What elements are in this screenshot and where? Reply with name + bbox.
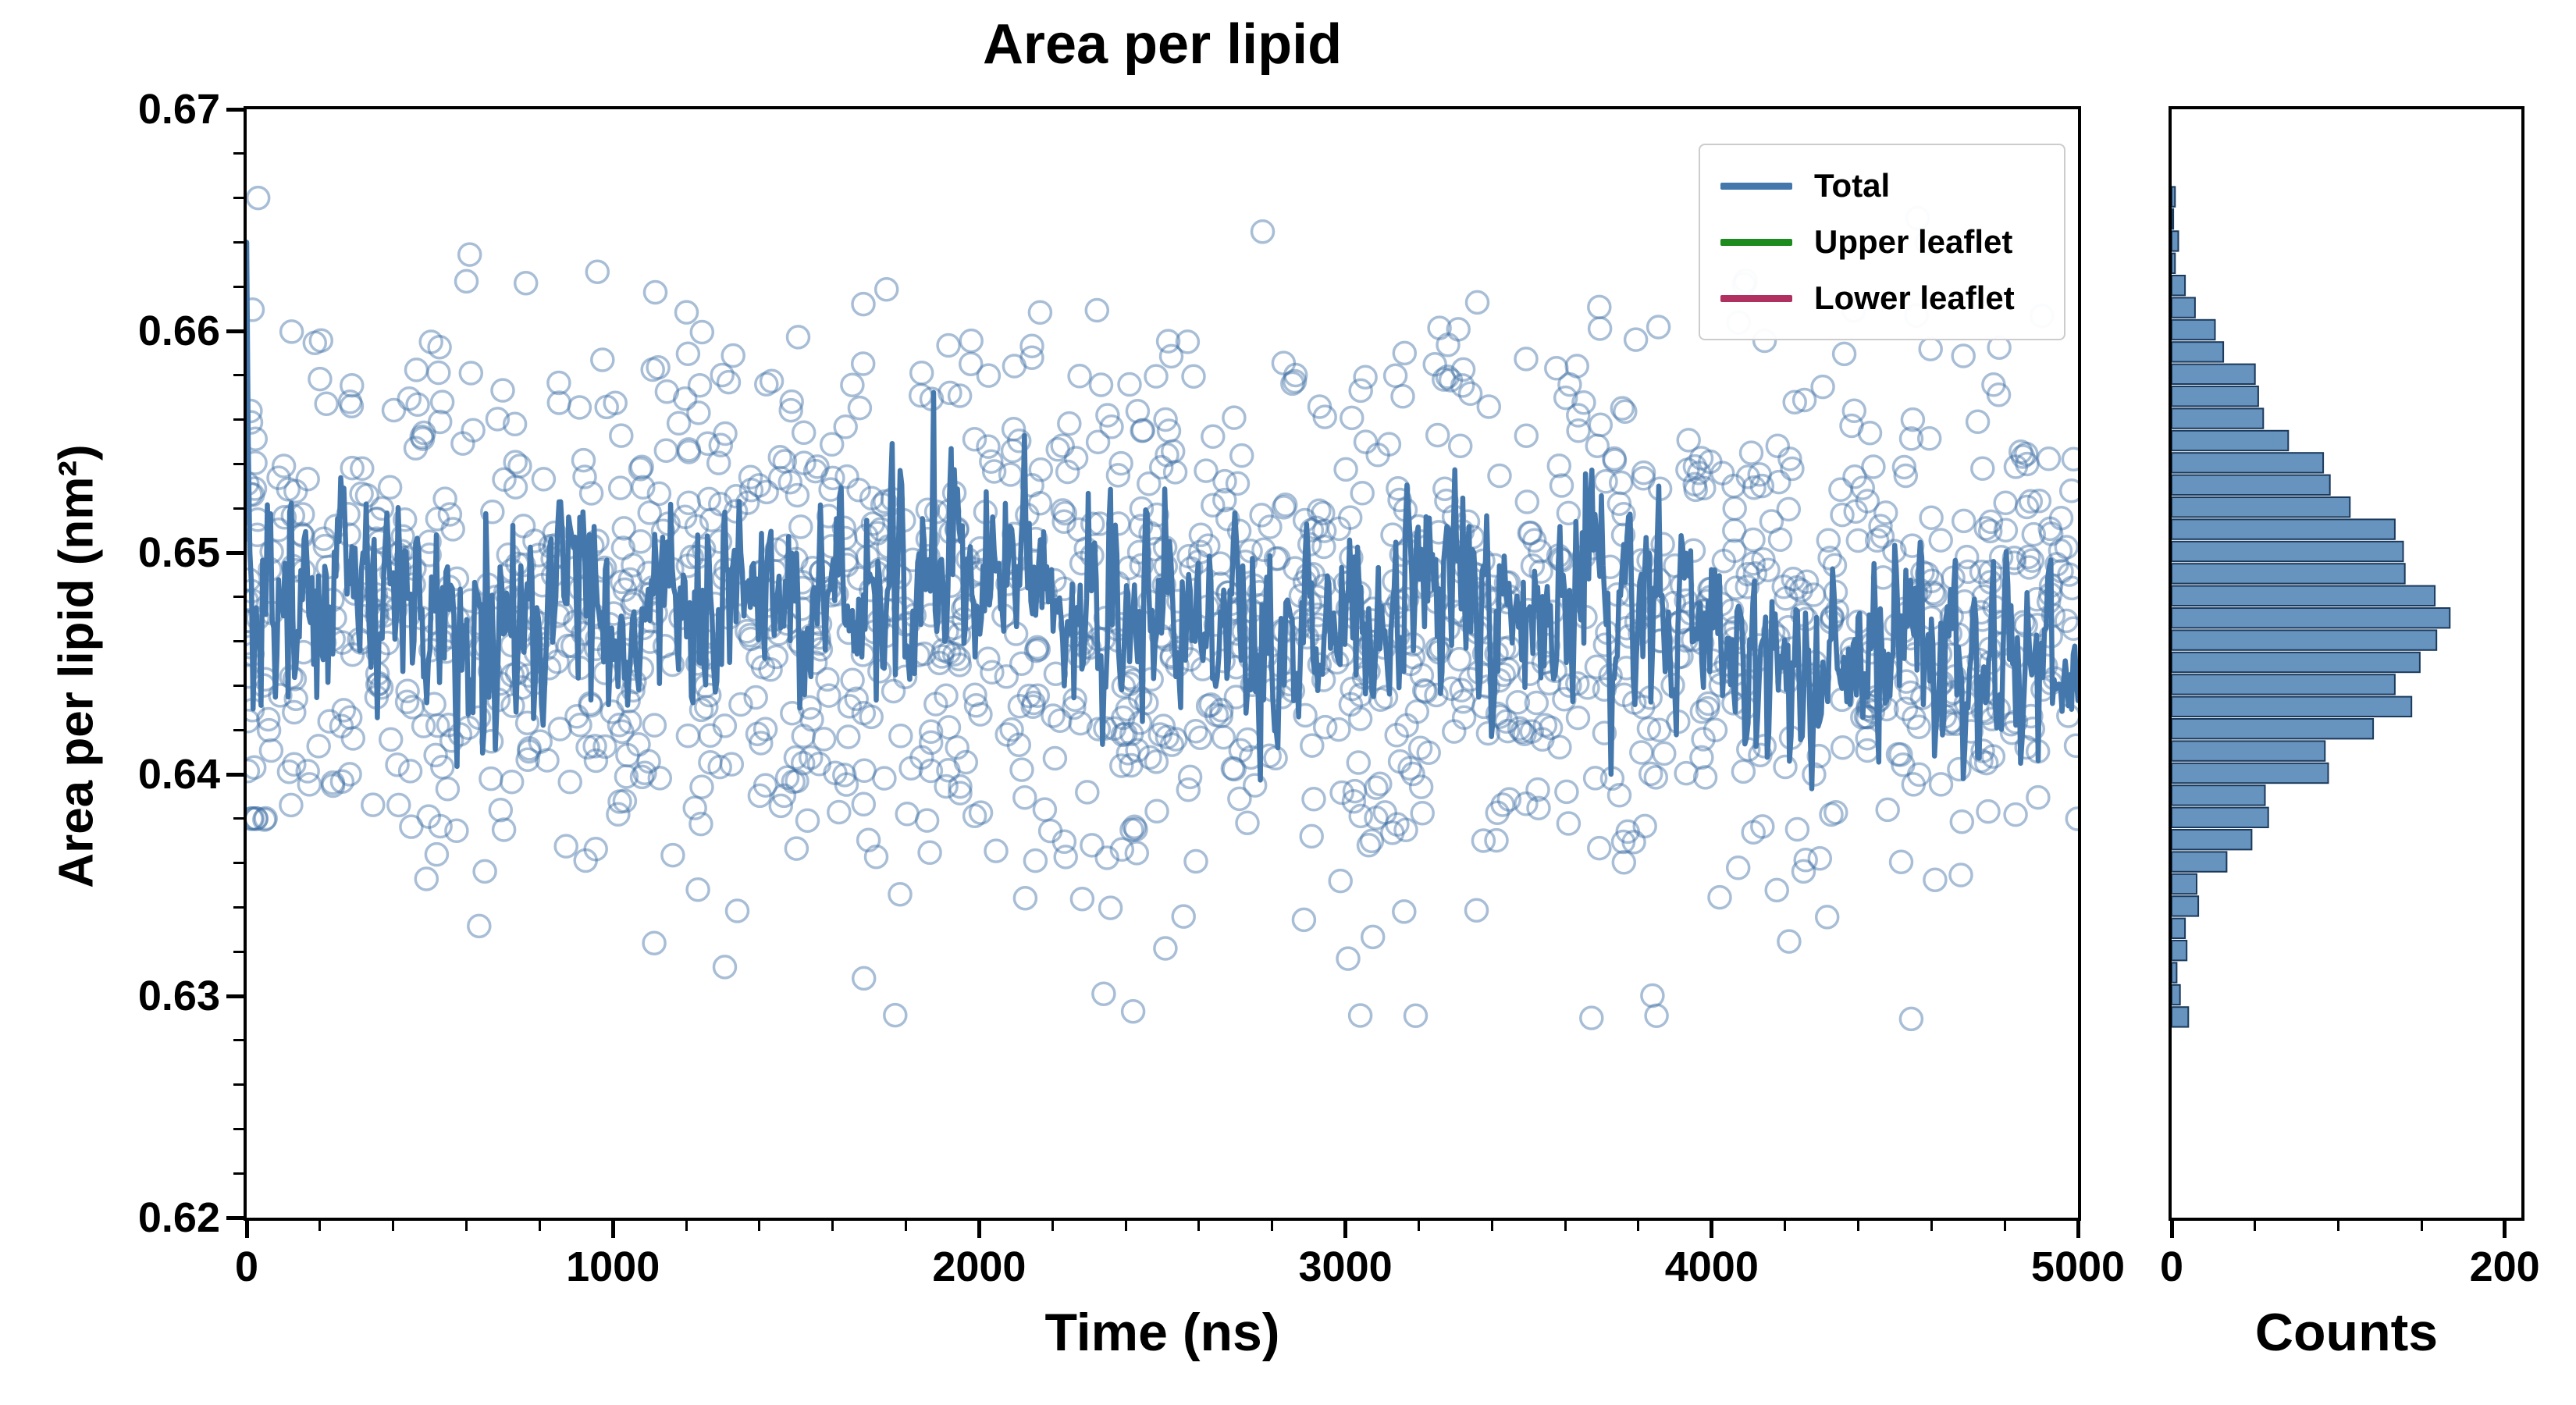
tick-mark [392,1221,395,1231]
tick-label: 200 [2469,1243,2540,1290]
tick-label: 0.62 [137,1194,220,1241]
tick-mark [226,329,244,333]
tick-mark [233,507,244,510]
legend-label-lower-leaflet: Lower leaflet [1814,279,2015,316]
tick-mark [2420,1221,2423,1231]
tick-mark [1271,1221,1274,1231]
tick-mark [233,240,244,244]
tick-label: 0 [2159,1243,2184,1290]
tick-mark [2254,1221,2257,1231]
legend-item-upper-leaflet: Upper leaflet [1720,214,2044,270]
tick-mark [1930,1221,1933,1231]
tick-label: 0.63 [137,973,220,1019]
tick-mark [233,640,244,643]
tick-mark [610,1221,615,1238]
tick-mark [318,1221,322,1231]
tick-mark [1490,1221,1493,1231]
legend-line-lower-leaflet [1720,294,1792,302]
legend-item-total: Total [1720,158,2044,214]
tick-mark [2003,1221,2006,1231]
y-axis-label: Area per lipid (nm²) [49,444,104,888]
tick-mark [233,817,244,820]
tick-mark [226,1215,244,1220]
tick-mark [233,1127,244,1130]
tick-mark [2076,1221,2080,1238]
tick-label: 0.65 [137,529,220,576]
chart-title: Area per lipid [982,13,1343,76]
tick-mark [465,1221,468,1231]
histogram-canvas [2172,109,2521,1218]
tick-mark [233,862,244,865]
tick-mark [2336,1221,2339,1231]
tick-mark [233,1083,244,1087]
tick-mark [1710,1221,1714,1238]
legend: Total Upper leaflet Lower leaflet [1699,144,2065,340]
tick-mark [1637,1221,1640,1231]
tick-mark [1856,1221,1859,1231]
tick-mark [233,152,244,155]
x-axis-label: Time (ns) [1044,1303,1280,1362]
tick-mark [233,905,244,909]
tick-mark [1564,1221,1567,1231]
tick-label: 3000 [1298,1243,1393,1290]
tick-mark [233,596,244,599]
tick-mark [233,374,244,377]
tick-mark [1784,1221,1787,1231]
tick-mark [1417,1221,1420,1231]
tick-mark [244,1221,249,1238]
tick-mark [1343,1221,1348,1238]
tick-mark [233,285,244,288]
tick-mark [905,1221,908,1231]
legend-line-upper-leaflet [1720,238,1792,246]
scatter-line-canvas [247,109,2078,1218]
tick-label: 4000 [1664,1243,1759,1290]
legend-item-lower-leaflet: Lower leaflet [1720,270,2044,326]
tick-label: 0.64 [137,751,220,798]
tick-mark [1197,1221,1201,1231]
histogram-plot-area [2169,106,2524,1221]
tick-mark [233,197,244,200]
main-plot-area: Total Upper leaflet Lower leaflet [244,106,2081,1221]
tick-label: 0 [234,1243,259,1290]
tick-mark [685,1221,688,1231]
tick-mark [758,1221,761,1231]
tick-label: 0.66 [137,308,220,354]
tick-mark [233,462,244,465]
tick-mark [831,1221,834,1231]
tick-mark [233,684,244,687]
hist-x-axis-label: Counts [2254,1303,2439,1362]
tick-mark [226,994,244,998]
tick-label: 2000 [932,1243,1026,1290]
tick-mark [226,772,244,777]
tick-mark [538,1221,541,1231]
tick-mark [233,950,244,953]
tick-mark [977,1221,981,1238]
legend-line-total [1720,182,1792,190]
tick-mark [226,550,244,555]
tick-mark [2169,1221,2174,1238]
tick-mark [1051,1221,1054,1231]
tick-label: 5000 [2030,1243,2126,1290]
tick-mark [233,1039,244,1042]
tick-label: 0.67 [137,86,220,133]
tick-mark [2503,1221,2507,1238]
tick-mark [233,1172,244,1175]
legend-label-total: Total [1814,167,1891,204]
tick-mark [233,728,244,731]
tick-mark [1124,1221,1127,1231]
tick-mark [233,418,244,422]
tick-label: 1000 [566,1243,660,1290]
legend-label-upper-leaflet: Upper leaflet [1814,223,2013,260]
tick-mark [226,107,244,112]
